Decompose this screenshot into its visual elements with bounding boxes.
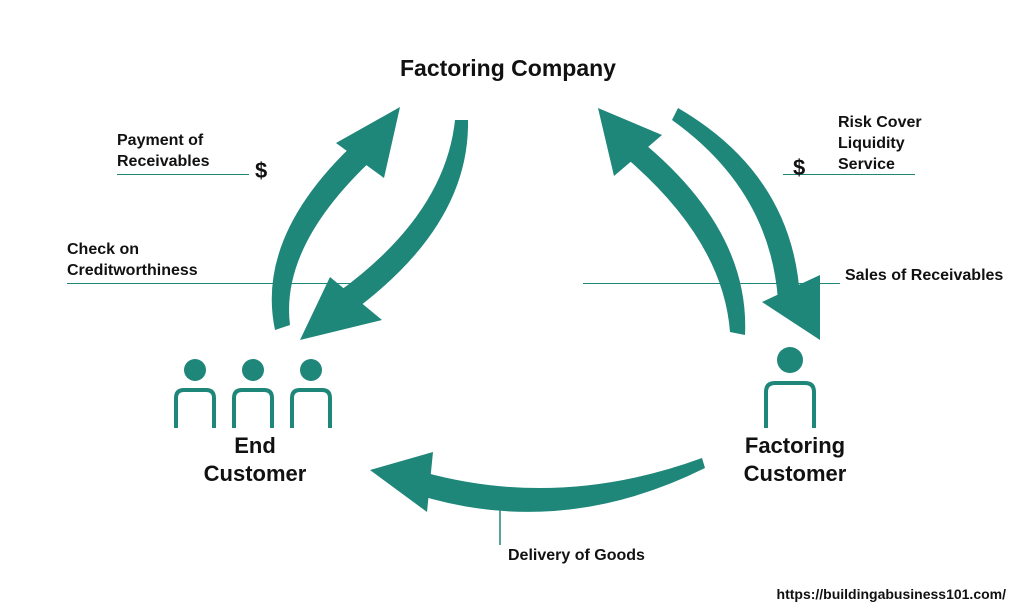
end-customer-line2: Customer: [204, 461, 307, 486]
dollar-left: $: [255, 158, 267, 184]
label-payment-receivables: Payment of Receivables: [117, 131, 210, 173]
factoring-customer-line1: Factoring: [745, 433, 845, 458]
svg-layer: [0, 0, 1024, 612]
factoring-customer-icon: [766, 347, 814, 428]
risk-line3: Service: [838, 156, 895, 173]
factoring-customer-line2: Customer: [744, 461, 847, 486]
end-customer-icons: [176, 359, 330, 428]
risk-line1: Risk Cover: [838, 114, 922, 131]
credit-line1: Check on: [67, 241, 139, 258]
node-end-customer: End Customer: [200, 432, 310, 487]
dollar-right: $: [793, 155, 805, 181]
label-sales-receivables: Sales of Receivables: [845, 266, 1003, 287]
label-creditworthiness: Check on Creditworthiness: [67, 240, 198, 282]
arrow-delivery-of-goods: [370, 452, 705, 512]
node-factoring-company: Factoring Company: [400, 55, 616, 82]
node-factoring-customer: Factoring Customer: [735, 432, 855, 487]
payment-line2: Receivables: [117, 153, 210, 170]
rule-credit: [67, 283, 372, 284]
payment-line1: Payment of: [117, 132, 203, 149]
risk-line2: Liquidity: [838, 135, 905, 152]
label-delivery-of-goods: Delivery of Goods: [508, 546, 645, 567]
label-risk-cover: Risk Cover Liquidity Service: [838, 113, 922, 175]
credit-line2: Creditworthiness: [67, 262, 198, 279]
end-customer-line1: End: [234, 433, 276, 458]
footer-url: https://buildingabusiness101.com/: [777, 586, 1006, 602]
diagram-stage: Factoring Company End Customer Factoring…: [0, 0, 1024, 612]
rule-sales: [583, 283, 840, 284]
rule-payment: [117, 174, 249, 175]
